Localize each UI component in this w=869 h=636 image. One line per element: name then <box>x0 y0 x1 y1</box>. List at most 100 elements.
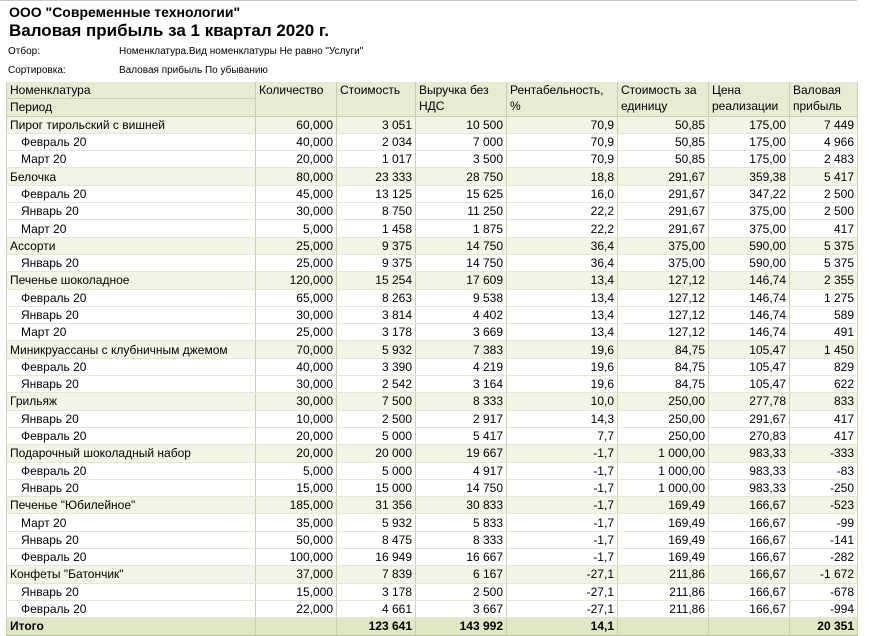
cell: 19 667 <box>415 444 507 463</box>
cell: 2 034 <box>336 133 416 152</box>
cell: 4 966 <box>789 133 858 152</box>
row-label: Конфеты "Батончик" <box>6 565 256 584</box>
cell: 7 000 <box>415 133 507 152</box>
cell: 291,67 <box>617 219 709 238</box>
cell: 277,78 <box>708 392 790 411</box>
period-row: Февраль 20 45,000 13 125 15 625 16,0 291,67 34… <box>6 185 858 204</box>
company: ООО "Современные технологии" <box>9 4 241 20</box>
cell: 1 450 <box>789 340 858 359</box>
cell: 105,47 <box>708 340 790 359</box>
cell: 8 750 <box>336 202 416 221</box>
cell: 3 390 <box>336 358 416 377</box>
cell: 11 250 <box>415 202 507 221</box>
cell: -141 <box>789 531 858 550</box>
cell: 2 483 <box>789 150 858 169</box>
cell: 211,86 <box>617 583 709 601</box>
cell: 20 351 <box>789 617 858 636</box>
filter-value: Номенклатура.Вид номенклатуры Не равно "… <box>119 46 364 57</box>
cell: 2 917 <box>415 410 507 428</box>
period-row: Январь 20 10,000 2 500 2 917 14,3 250,00 291,6… <box>6 410 858 428</box>
period-row: Январь 20 15,000 15 000 14 750 -1,7 1 000,00 9… <box>6 479 858 498</box>
cell: 127,12 <box>617 306 709 325</box>
row-label: Февраль 20 <box>6 358 256 377</box>
cell: 417 <box>789 219 858 238</box>
row-label: Февраль 20 <box>6 462 256 480</box>
cell: 250,00 <box>617 392 709 411</box>
cell: 4 917 <box>415 462 507 480</box>
cell: -99 <box>789 513 858 532</box>
cell: 3 814 <box>336 306 416 325</box>
cell: 45,000 <box>255 185 337 204</box>
group-row: Печенье "Юбилейное" 185,000 31 356 30 833 -1… <box>6 496 858 515</box>
cell: 270,83 <box>708 427 790 446</box>
cell: 127,12 <box>617 323 709 342</box>
cell: 291,67 <box>617 185 709 204</box>
cell: 169,49 <box>617 548 709 567</box>
cell: 5 932 <box>336 513 416 532</box>
cell: 2 355 <box>789 271 858 290</box>
cell: 8 475 <box>336 531 416 550</box>
group-row: Конфеты "Батончик" 37,000 7 839 6 167 -27,1 2… <box>6 565 858 584</box>
cell: 417 <box>789 427 858 446</box>
cell: 100,000 <box>255 548 337 567</box>
cell: 25,000 <box>255 254 337 273</box>
cell: -1,7 <box>506 531 618 550</box>
cell: 1 000,00 <box>617 444 709 463</box>
row-label: Март 20 <box>6 219 256 238</box>
cell: 28 750 <box>415 167 507 186</box>
cell: -994 <box>789 600 858 619</box>
cell: 169,49 <box>617 513 709 532</box>
cell: 5,000 <box>255 219 337 238</box>
row-label: Март 20 <box>6 513 256 532</box>
cell: 175,00 <box>708 115 790 134</box>
cell: 80,000 <box>255 167 337 186</box>
cell: 166,67 <box>708 600 790 619</box>
cell: 291,67 <box>708 410 790 428</box>
header-line: Рентабельность, <box>510 83 604 97</box>
cell: 166,67 <box>708 531 790 550</box>
cell: 829 <box>789 358 858 377</box>
row-label: Подарочный шоколадный набор <box>6 444 256 463</box>
cell: 36,4 <box>506 254 618 273</box>
cell: 1 000,00 <box>617 479 709 498</box>
column-header: Период <box>6 98 256 117</box>
cell: -1,7 <box>506 513 618 532</box>
cell: 17 609 <box>415 271 507 290</box>
cell: 291,67 <box>617 167 709 186</box>
cell: -27,1 <box>506 565 618 584</box>
cell: 16,0 <box>506 185 618 204</box>
cell: 22,2 <box>506 219 618 238</box>
cell: -282 <box>789 548 858 567</box>
row-label: Январь 20 <box>6 202 256 221</box>
cell: 19,6 <box>506 358 618 377</box>
cell: 13,4 <box>506 271 618 290</box>
cell: 8 333 <box>415 531 507 550</box>
cell: 5,000 <box>255 462 337 480</box>
cell: 4 661 <box>336 600 416 619</box>
cell: 10,000 <box>255 410 337 428</box>
cell: 1 458 <box>336 219 416 238</box>
cell: 375,00 <box>708 219 790 238</box>
cell: 31 356 <box>336 496 416 515</box>
row-label: Январь 20 <box>6 306 256 325</box>
cell: 120,000 <box>255 271 337 290</box>
cell: 25,000 <box>255 236 337 255</box>
cell: 15,000 <box>255 583 337 601</box>
cell: 123 641 <box>336 617 416 636</box>
cell: 16 667 <box>415 548 507 567</box>
group-row: Печенье шоколадное 120,000 15 254 17 609 13,… <box>6 271 858 290</box>
cell: 127,12 <box>617 289 709 307</box>
cell: 25,000 <box>255 323 337 342</box>
column-header: Цена реализации <box>708 82 790 117</box>
cell: 983,33 <box>708 462 790 480</box>
cell: 3 051 <box>336 115 416 134</box>
cell: -250 <box>789 479 858 498</box>
row-label: Февраль 20 <box>6 548 256 567</box>
cell: 36,4 <box>506 236 618 255</box>
cell: 4 219 <box>415 358 507 377</box>
cell: 13,4 <box>506 306 618 325</box>
filter-label: Отбор: <box>8 46 40 57</box>
cell: 30,000 <box>255 375 337 394</box>
cell: 983,33 <box>708 444 790 463</box>
